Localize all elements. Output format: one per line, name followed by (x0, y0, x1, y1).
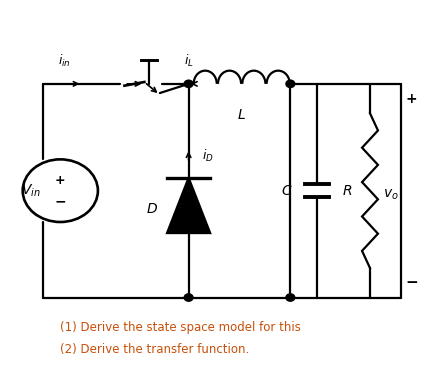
Text: +: + (405, 92, 417, 105)
Text: $i_D$: $i_D$ (202, 148, 214, 164)
Text: $V_\mathregular{in}$: $V_\mathregular{in}$ (21, 183, 40, 199)
Circle shape (286, 80, 295, 88)
Text: $C$: $C$ (281, 184, 293, 198)
Text: (2) Derive the transfer function.: (2) Derive the transfer function. (60, 343, 250, 356)
Circle shape (184, 80, 193, 88)
Text: $i_L$: $i_L$ (184, 53, 194, 69)
Text: $v_o$: $v_o$ (383, 187, 399, 202)
Text: $R$: $R$ (342, 184, 352, 198)
Text: −: − (55, 194, 66, 208)
Text: +: + (55, 174, 65, 187)
Text: −: − (405, 275, 418, 290)
Text: $i_\mathregular{in}$: $i_\mathregular{in}$ (58, 53, 71, 69)
Circle shape (184, 294, 193, 301)
Circle shape (286, 294, 295, 301)
Polygon shape (167, 178, 210, 233)
Text: (1) Derive the state space model for this: (1) Derive the state space model for thi… (60, 321, 301, 334)
Text: $D$: $D$ (146, 202, 158, 216)
Text: $L$: $L$ (237, 108, 246, 122)
